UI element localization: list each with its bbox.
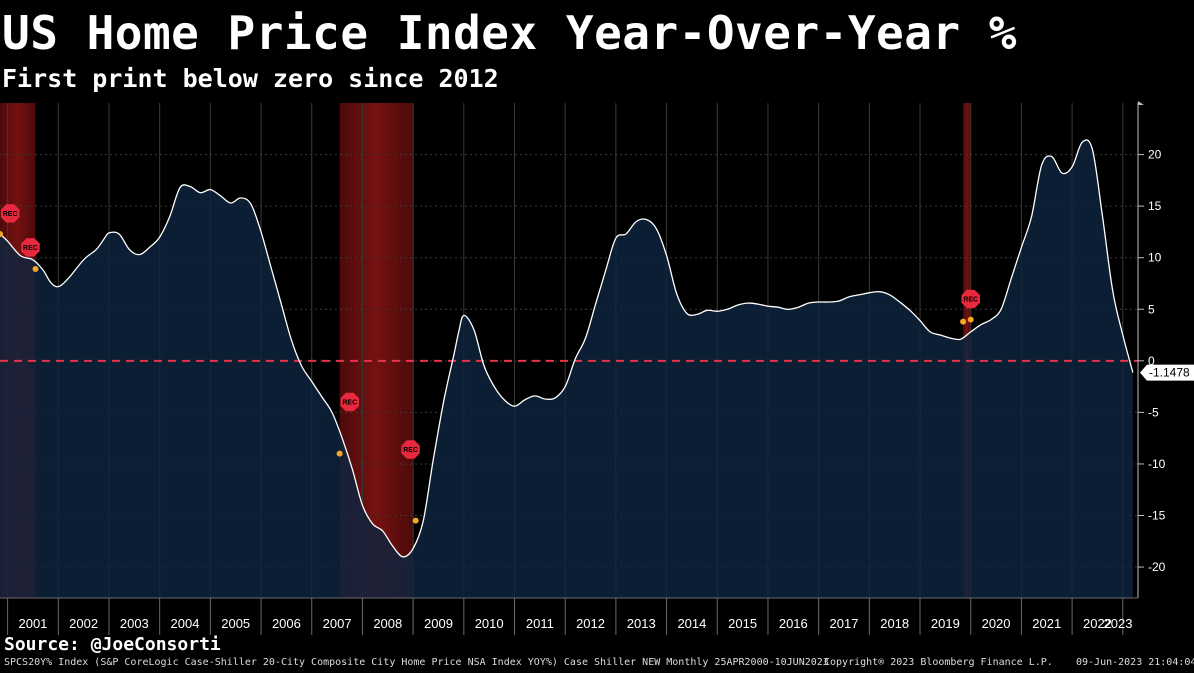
last-value-tag	[1140, 364, 1194, 381]
chart-title: US Home Price Index Year-Over-Year %	[2, 6, 1017, 60]
x-tick-label-2006: 2006	[272, 616, 301, 631]
last-value-label: -1.1478	[1149, 366, 1190, 380]
y-tick-label--5: -5	[1148, 405, 1159, 419]
y-tick-label-0: 0	[1148, 354, 1155, 368]
x-tick-label-2009: 2009	[424, 616, 453, 631]
rec-badge-label: REC	[342, 400, 357, 407]
x-tick-label-2017: 2017	[830, 616, 859, 631]
rec-badge-shape	[21, 238, 40, 257]
rec-badge-1: REC	[21, 238, 40, 257]
x-tick-label-2013: 2013	[627, 616, 656, 631]
rec-badge-label: REC	[23, 245, 38, 252]
x-tick-label-2002: 2002	[69, 616, 98, 631]
x-tick-label-2003: 2003	[120, 616, 149, 631]
rec-badge-shape	[340, 392, 359, 412]
x-tick-label-2008: 2008	[373, 616, 402, 631]
x-tick-label-2022: 2022	[1083, 616, 1112, 631]
axes: 2001 2002 2003 2004 2005 2006 2007 2008 2009 2010…	[0, 101, 1194, 635]
rec-badge-label: REC	[3, 211, 18, 218]
x-tick-label-2021: 2021	[1032, 616, 1061, 631]
line-layer	[0, 139, 1134, 558]
recession-marker-0	[0, 230, 3, 237]
recession-marker-3	[412, 517, 419, 524]
x-tick-label-2007: 2007	[323, 616, 352, 631]
x-tick-label-2011: 2011	[526, 616, 554, 631]
x-tick-label-2016: 2016	[779, 616, 808, 631]
x-tick-label-2014: 2014	[677, 616, 706, 631]
area-layer	[0, 139, 1133, 598]
rec-badge-4: REC	[961, 289, 980, 309]
series-line	[0, 139, 1134, 558]
footer-timestamp: 09-Jun-2023 21:04:04	[1076, 657, 1194, 668]
marker-layer: REC REC REC REC REC	[0, 204, 980, 524]
rec-badge-label: REC	[963, 296, 978, 303]
recession-marker-1	[32, 266, 39, 273]
x-tick-label-2004: 2004	[171, 616, 200, 631]
recession-marker-2	[336, 450, 343, 457]
x-tick-label-2023: 2023	[1104, 616, 1133, 631]
x-tick-label-2018: 2018	[880, 616, 909, 631]
footer-ticker: SPCS20Y% Index (S&P CoreLogic Case-Shill…	[4, 657, 829, 668]
x-tick-label-2001: 2001	[18, 616, 47, 631]
source-label: Source: @JoeConsorti	[4, 634, 221, 655]
y-tick-label-20: 20	[1148, 148, 1162, 162]
rec-badge-shape	[0, 204, 20, 223]
chart-subtitle: First print below zero since 2012	[2, 64, 499, 93]
x-tick-label-2012: 2012	[576, 616, 605, 631]
rec-badge-3: REC	[401, 440, 420, 459]
x-tick-label-2010: 2010	[475, 616, 504, 631]
y-tick-label--15: -15	[1148, 509, 1166, 523]
rec-badge-shape	[401, 440, 420, 459]
x-tick-label-2019: 2019	[931, 616, 960, 631]
recession-marker-4	[960, 318, 967, 325]
y-tick-label--20: -20	[1148, 560, 1166, 574]
y-tick-label-10: 10	[1148, 251, 1162, 265]
series-area	[0, 139, 1133, 598]
y-axis-arrow	[1138, 101, 1144, 105]
recession-marker-5	[967, 316, 974, 323]
y-tick-label-5: 5	[1148, 302, 1155, 316]
footer-copyright: Copyright® 2023 Bloomberg Finance L.P.	[824, 657, 1053, 668]
rec-badge-shape	[961, 289, 980, 309]
x-tick-label-2005: 2005	[221, 616, 250, 631]
rec-badge-label: REC	[403, 447, 418, 454]
y-tick-label--10: -10	[1148, 457, 1166, 471]
x-tick-label-2015: 2015	[728, 616, 757, 631]
y-tick-label-15: 15	[1148, 199, 1162, 213]
x-tick-label-2020: 2020	[982, 616, 1011, 631]
rec-badge-0: REC	[0, 204, 20, 223]
rec-badge-2: REC	[340, 392, 359, 412]
